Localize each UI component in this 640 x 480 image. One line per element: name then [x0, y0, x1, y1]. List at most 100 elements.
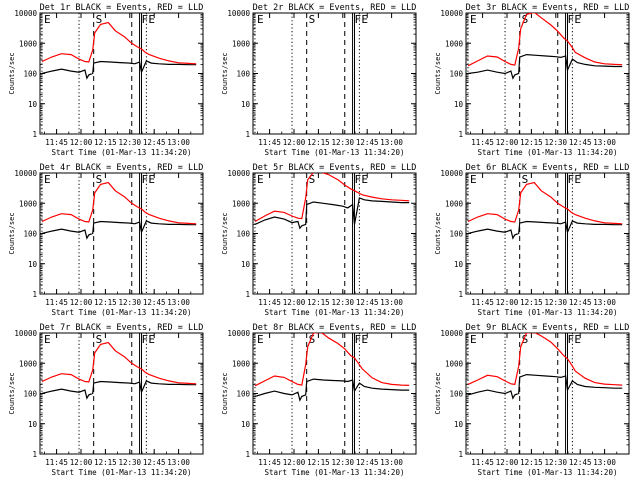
marker-label-f: F	[355, 173, 362, 186]
x-tick-label: 12:00	[283, 138, 306, 147]
y-tick-label: 100	[236, 70, 250, 79]
series-line-events	[254, 378, 410, 402]
y-tick-label: 10	[28, 100, 38, 109]
chart-title: Det 3r BLACK = Events, RED = LLD	[466, 3, 630, 13]
y-tick-label: 1	[32, 130, 37, 139]
x-tick-label: 12:00	[496, 138, 519, 147]
x-axis-label: Start Time (01-Mar-13 11:34:20)	[265, 468, 405, 477]
chart-title: Det 4r BLACK = Events, RED = LLD	[40, 163, 204, 173]
y-axis-label: Counts/sec	[8, 372, 16, 414]
y-tick-label: 1	[32, 290, 37, 299]
series-line-lld	[41, 181, 197, 225]
x-tick-label: 11:45	[45, 138, 68, 147]
x-tick-label: 12:15	[307, 458, 330, 467]
chart-panel-7: Det 7r BLACK = Events, RED = LLD 1 10 100 10…	[8, 323, 204, 477]
chart-panel-9: Det 9r BLACK = Events, RED = LLD 1 10 100 10…	[434, 323, 630, 477]
y-tick-label: 10000	[440, 169, 463, 178]
marker-label-e: E	[470, 13, 477, 26]
chart-panel-8: Det 8r BLACK = Events, RED = LLD 1 10 100 10…	[221, 323, 417, 477]
marker-label-e: E	[574, 13, 581, 26]
x-tick-label: 13:00	[167, 298, 190, 307]
x-tick-label: 12:15	[307, 298, 330, 307]
chart-title: Det 9r BLACK = Events, RED = LLD	[466, 323, 630, 333]
x-tick-label: 12:00	[283, 298, 306, 307]
y-tick-label: 10000	[227, 169, 250, 178]
chart-title: Det 2r BLACK = Events, RED = LLD	[253, 3, 417, 13]
y-tick-label: 100	[23, 70, 37, 79]
y-tick-label: 1000	[19, 39, 38, 48]
series-line-lld	[41, 21, 197, 65]
marker-label-f: F	[568, 173, 575, 186]
y-tick-label: 1000	[19, 199, 38, 208]
x-axis-label: Start Time (01-Mar-13 11:34:20)	[478, 308, 618, 317]
x-tick-label: 12:00	[70, 298, 93, 307]
series-line-events	[467, 53, 623, 80]
y-tick-label: 1	[32, 450, 37, 459]
marker-label-e: E	[148, 13, 155, 26]
y-axis-label: Counts/sec	[221, 212, 229, 254]
x-tick-label: 12:15	[520, 138, 543, 147]
y-tick-label: 1	[458, 450, 463, 459]
x-tick-label: 13:00	[593, 298, 616, 307]
y-tick-label: 1000	[445, 199, 464, 208]
x-tick-label: 13:00	[380, 298, 403, 307]
x-axis-label: Start Time (01-Mar-13 11:34:20)	[478, 468, 618, 477]
series-line-lld	[467, 181, 623, 225]
x-tick-label: 11:45	[471, 298, 494, 307]
chart-title: Det 7r BLACK = Events, RED = LLD	[40, 323, 204, 333]
y-tick-label: 100	[23, 390, 37, 399]
x-tick-label: 12:45	[143, 298, 166, 307]
x-tick-label: 12:45	[143, 138, 166, 147]
marker-label-e: E	[257, 333, 264, 346]
series-line-events	[41, 380, 197, 400]
y-tick-label: 10	[28, 260, 38, 269]
y-tick-label: 10	[241, 420, 251, 429]
y-tick-label: 1000	[445, 39, 464, 48]
y-tick-label: 100	[23, 230, 37, 239]
x-axis-label: Start Time (01-Mar-13 11:34:20)	[265, 308, 405, 317]
x-tick-label: 12:15	[94, 458, 117, 467]
x-tick-label: 11:45	[471, 138, 494, 147]
marker-label-f: F	[142, 333, 149, 346]
marker-label-s: S	[309, 333, 316, 346]
y-tick-label: 1000	[232, 39, 251, 48]
y-axis-label: Counts/sec	[434, 372, 442, 414]
marker-label-f: F	[568, 13, 575, 26]
marker-label-f: F	[355, 333, 362, 346]
y-tick-label: 1	[245, 130, 250, 139]
x-tick-label: 12:00	[70, 138, 93, 147]
chart-panel-3: Det 3r BLACK = Events, RED = LLD 1 10 100 10…	[434, 3, 630, 157]
series-line-lld	[41, 341, 197, 385]
marker-label-e: E	[361, 173, 368, 186]
y-tick-label: 1	[245, 290, 250, 299]
x-tick-label: 12:30	[332, 298, 355, 307]
plot-frame	[252, 332, 417, 455]
chart-panel-2: Det 2r BLACK = Events, RED = LLD 1 10 100 10…	[221, 3, 417, 157]
x-tick-label: 11:45	[258, 298, 281, 307]
x-tick-label: 12:45	[143, 458, 166, 467]
x-tick-label: 12:00	[496, 298, 519, 307]
y-tick-label: 100	[449, 230, 463, 239]
x-tick-label: 12:45	[569, 298, 592, 307]
marker-label-s: S	[96, 333, 103, 346]
x-axis-label: Start Time (01-Mar-13 11:34:20)	[265, 148, 405, 157]
marker-label-s: S	[96, 173, 103, 186]
plot-frame	[465, 172, 630, 295]
plot-frame	[252, 12, 417, 135]
x-tick-label: 12:15	[94, 298, 117, 307]
y-tick-label: 10000	[14, 9, 37, 18]
marker-label-f: F	[142, 173, 149, 186]
x-tick-label: 12:15	[94, 138, 117, 147]
plot-frame	[39, 332, 204, 455]
y-tick-label: 100	[236, 230, 250, 239]
marker-label-s: S	[522, 173, 529, 186]
x-tick-label: 12:45	[356, 458, 379, 467]
x-tick-label: 12:00	[70, 458, 93, 467]
marker-label-f: F	[355, 13, 362, 26]
y-tick-label: 1	[458, 290, 463, 299]
x-tick-label: 13:00	[380, 458, 403, 467]
chart-title: Det 8r BLACK = Events, RED = LLD	[253, 323, 417, 333]
chart-panel-5: Det 5r BLACK = Events, RED = LLD 1 10 100 10…	[221, 163, 417, 317]
chart-title: Det 1r BLACK = Events, RED = LLD	[40, 3, 204, 13]
